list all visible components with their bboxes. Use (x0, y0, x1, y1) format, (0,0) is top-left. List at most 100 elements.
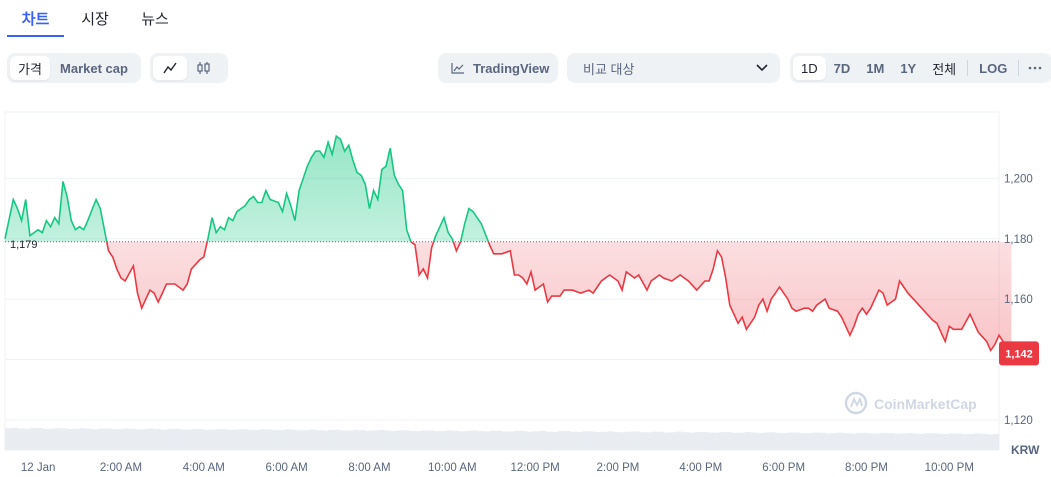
volume-bar (247, 429, 254, 450)
y-tick-label: 1,160 (1004, 294, 1033, 306)
volume-bar (421, 430, 428, 450)
x-tick-label: 6:00 AM (266, 462, 308, 474)
baseline-label: 1,179 (10, 239, 38, 251)
range-1m-button[interactable]: 1M (866, 60, 885, 76)
volume-bar (607, 431, 615, 450)
more-options-button[interactable] (1022, 56, 1048, 80)
volume-bar (470, 430, 478, 450)
chart-line-icon (451, 63, 464, 74)
volume-bar (868, 433, 876, 450)
volume-bar (67, 429, 74, 450)
volume-bar (831, 433, 838, 450)
volume-bar (539, 430, 546, 450)
volume-bar (738, 432, 745, 450)
volume-bar (315, 430, 323, 450)
volume-bar (613, 431, 621, 450)
series-line-down (105, 241, 1013, 354)
baseline: 1,179 (5, 239, 999, 251)
volume-bar (564, 431, 571, 450)
volume-bar (787, 432, 795, 450)
last-price-badge-bg (999, 341, 1039, 366)
volume-bar (644, 432, 652, 450)
volume-bar (253, 430, 261, 450)
volume-bar (818, 432, 826, 450)
line-chart-button[interactable] (153, 56, 187, 80)
volume-bar (377, 429, 385, 450)
volume-bar (893, 433, 900, 450)
log-scale-button[interactable]: LOG (979, 60, 1008, 76)
x-tick-label: 12 Jan (21, 462, 56, 474)
volume-bar (383, 430, 391, 450)
volume-bar (129, 428, 136, 450)
volume-bar (756, 433, 764, 450)
volume-bar (135, 429, 143, 450)
x-tick-label: 2:00 AM (100, 462, 142, 474)
price-toggle-button[interactable]: 가격 (10, 56, 50, 80)
candlestick-button[interactable] (187, 56, 221, 80)
volume-bar (731, 432, 739, 450)
volume-bar (800, 433, 807, 450)
volume-bar (402, 430, 410, 450)
volume-bars (5, 427, 1000, 450)
volume-bar (340, 430, 348, 450)
tab-chart[interactable]: 차트 (7, 0, 64, 37)
volume-bar (775, 432, 782, 450)
range-all-button[interactable]: 전체 (932, 61, 957, 77)
compare-select[interactable]: 비교 대상 (567, 53, 780, 83)
volume-bar (17, 428, 25, 450)
range-1d-button[interactable]: 1D (793, 56, 826, 80)
volume-bar (110, 429, 118, 450)
x-tick-label: 8:00 PM (845, 462, 888, 474)
volume-bar (924, 433, 932, 450)
tab-news[interactable]: 뉴스 (141, 10, 169, 28)
chart-style-toggle (150, 53, 228, 83)
range-7d-button[interactable]: 7D (833, 60, 851, 76)
volume-bar (433, 431, 441, 450)
volume-bar (588, 431, 596, 450)
tradingview-button[interactable]: TradingView (438, 53, 558, 83)
x-tick-label: 2:00 PM (597, 462, 640, 474)
volume-bar (483, 431, 490, 450)
volume-bar (750, 432, 758, 450)
x-tick-label: 8:00 AM (348, 462, 390, 474)
volume-bar (557, 431, 565, 450)
x-tick-label: 10:00 AM (428, 462, 477, 474)
volume-bar (601, 431, 609, 450)
volume-bar (123, 428, 130, 450)
y-tick-label: 1,180 (1004, 234, 1033, 246)
volume-bar (856, 432, 863, 450)
volume-bar (688, 432, 695, 450)
volume-bar (744, 432, 751, 450)
volume-bar (905, 432, 913, 450)
volume-bar (514, 430, 522, 450)
volume-bar (912, 433, 919, 450)
volume-bar (396, 430, 403, 450)
volume-bar (439, 430, 447, 450)
volume-bar (191, 428, 198, 450)
volume-bar (992, 433, 1000, 450)
series-line-up (4, 134, 490, 242)
volume-bar (172, 428, 180, 450)
more-horizontal-icon (1029, 66, 1042, 70)
volume-bar (147, 428, 155, 450)
volume-bar (42, 428, 49, 450)
volume-bar (551, 431, 559, 450)
tab-markets[interactable]: 시장 (81, 10, 109, 28)
volume-bar (296, 430, 304, 450)
last-price-badge: 1,142 (999, 341, 1039, 366)
x-tick-label: 4:00 PM (679, 462, 722, 474)
price-chart[interactable]: 1,179 CoinMarketCap 1,120 1,160 1,180 1,200… (0, 100, 1051, 477)
volume-bar (11, 427, 18, 450)
volume-bar (713, 432, 720, 450)
volume-bar (477, 431, 484, 450)
volume-bar (781, 433, 789, 450)
range-1y-button[interactable]: 1Y (900, 60, 917, 76)
marketcap-toggle-button[interactable]: Market cap (60, 60, 128, 76)
volume-bar (936, 433, 944, 450)
volume-bar (955, 433, 963, 450)
candlestick-icon (197, 62, 210, 74)
x-tick-label: 12:00 PM (511, 462, 560, 474)
volume-bar (452, 430, 459, 450)
volume-bar (694, 432, 702, 450)
y-axis: 1,120 1,160 1,180 1,200 KRW (1004, 173, 1040, 457)
